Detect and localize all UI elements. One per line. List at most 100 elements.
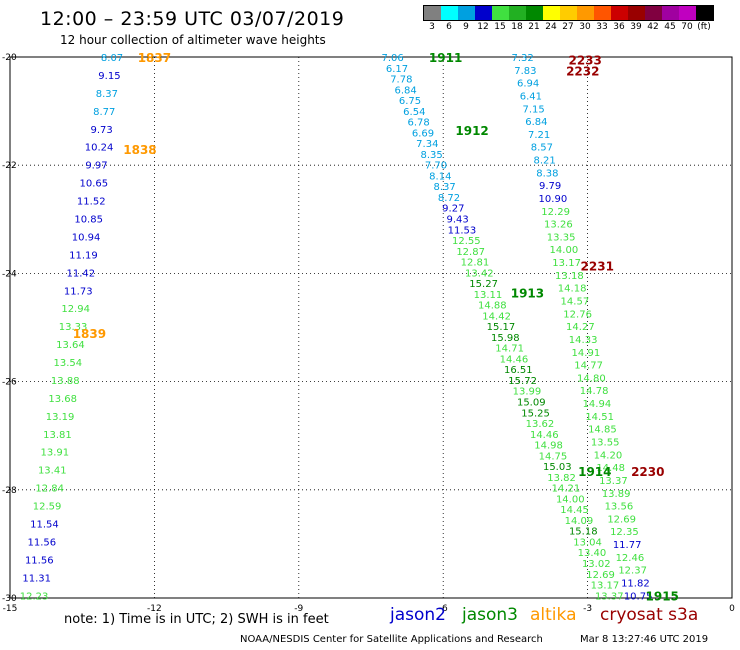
pass-time-label: 1914 [578,465,611,479]
track-1-value: 11.19 [69,250,98,261]
track-2-value: 13.02 [582,559,611,570]
track-1-value: 13.19 [46,412,75,423]
track-1-value: 10.94 [72,232,101,243]
track-3-value: 12.69 [607,514,636,525]
track-2-value: 12.69 [586,570,615,581]
map-title: 12:00 – 23:59 UTC 03/07/2019 [40,8,345,30]
color-scale-label: 12 [477,22,489,32]
track-1-value: 11.42 [67,268,96,279]
track-1-value: 12.84 [35,484,64,495]
track-1-value: 13.91 [41,448,70,459]
track-2-value: 15.09 [517,398,546,409]
footnote: note: 1) Time is in UTC; 2) SWH is in fe… [64,612,329,627]
track-3-value: 14.80 [577,373,606,384]
track-1-value: 8.07 [101,53,123,64]
pass-time-label: 2230 [631,465,664,479]
pass-time-label: 1913 [511,286,544,300]
track-1-value: 11.56 [28,537,57,548]
generated-timestamp: Mar 8 13:27:46 UTC 2019 [580,634,709,645]
color-scale-label: 42 [647,22,659,32]
track-1-value: 12.59 [33,502,62,513]
color-scale-label: 21 [528,22,540,32]
track-3-value: 11.82 [621,578,650,589]
map-frame [9,56,733,599]
track-3-value: 12.76 [563,309,592,320]
track-3-value: 6.84 [525,117,547,128]
track-2-value: 15.27 [469,279,498,290]
legend-jason2: jason2 [390,605,446,625]
track-3-value: 14.18 [558,284,587,295]
track-3-value: 13.35 [547,232,576,243]
track-3-value: 14.78 [580,386,609,397]
track-3-value: 14.91 [572,348,601,359]
track-2-value: 13.04 [573,537,602,548]
track-2-value: 13.42 [465,268,494,279]
track-2-value: 15.17 [487,322,516,333]
track-3-value: 12.35 [610,527,639,538]
track-2-value: 14.46 [530,430,559,441]
track-2-value: 14.46 [500,354,529,365]
lon-tick-label: -12 [147,604,162,614]
track-3-value: 14.51 [585,412,614,423]
track-2-value: 6.69 [412,128,434,139]
track-2-value: 12.81 [461,258,490,269]
track-3-value: 8.21 [533,156,555,167]
track-2-value: 13.99 [513,387,542,398]
track-2-value: 14.00 [556,494,585,505]
track-2-value: 6.54 [403,107,425,118]
color-scale-label: 39 [630,22,642,32]
legend-altika: altika [530,605,577,625]
lat-tick-label: -30 [2,594,17,604]
track-3-value: 13.37 [599,476,628,487]
color-scale-label: 45 [664,22,676,32]
color-swatch [441,6,458,20]
track-2-value: 13.82 [547,473,576,484]
track-1-value: 10.65 [80,179,109,190]
lat-tick-label: -20 [2,53,17,63]
track-3-value: 10.90 [539,194,568,205]
track-2-value: 7.78 [390,75,412,86]
track-1-value: 11.31 [22,573,51,584]
track-2-value: 9.27 [442,204,464,215]
track-3-value: 11.77 [613,540,642,551]
track-3-value: 8.38 [536,168,558,179]
track-2-value: 12.55 [452,236,481,247]
track-1-value: 8.77 [93,107,115,118]
track-3-value: 13.55 [591,437,620,448]
color-swatch [696,6,713,20]
map-subtitle: 12 hour collection of altimeter wave hei… [60,33,326,47]
track-1-value: 9.15 [98,71,120,82]
color-swatch [509,6,526,20]
track-2-value: 15.18 [569,527,598,538]
track-3-value: 7.21 [528,130,550,141]
track-1-value: 8.37 [96,89,118,100]
track-3-value: 14.33 [569,335,598,346]
track-3-value: 14.85 [588,425,617,436]
track-3-value: 13.18 [555,271,584,282]
color-swatch [679,6,696,20]
track-1-value: 10.85 [74,214,103,225]
track-3-value: 14.00 [550,245,579,256]
track-2-value: 13.40 [578,548,607,559]
color-scale-label: 18 [511,22,523,32]
track-3-value: 13.56 [605,502,634,513]
color-scale-label: 3 [429,22,435,32]
track-3-value: 14.94 [583,399,612,410]
track-1-value: 12.23 [20,591,49,602]
color-swatch [628,6,645,20]
track-2-value: 6.78 [408,118,430,129]
track-3-value: 10.75 [624,591,653,602]
lat-tick-label: -22 [2,161,17,171]
track-2-value: 7.70 [425,161,447,172]
lon-tick-label: -6 [439,604,448,614]
track-3-value: 7.15 [522,104,544,115]
color-swatch [662,6,679,20]
color-swatch [424,6,441,20]
color-scale-label: 15 [494,22,506,32]
track-2-value: 14.42 [482,311,511,322]
lon-tick-label: -3 [583,604,592,614]
track-3-value: 7.83 [514,66,536,77]
pass-time-label: 1911 [429,51,462,65]
pass-time-label: 1912 [455,124,488,138]
